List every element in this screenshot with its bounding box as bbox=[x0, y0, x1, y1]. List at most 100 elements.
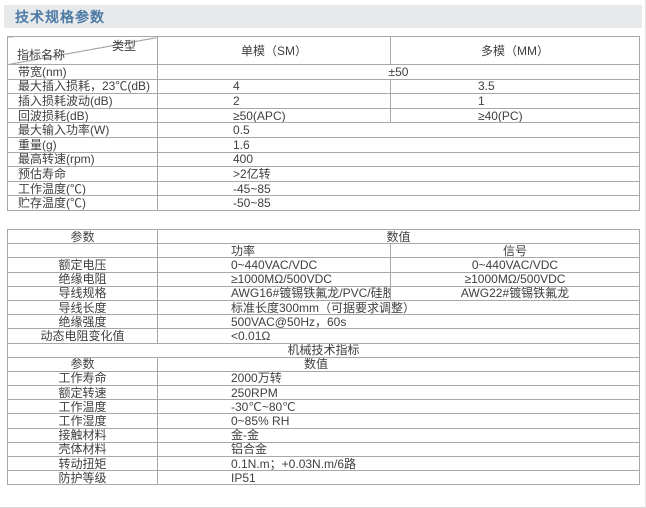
value-cell: >2亿转 bbox=[157, 166, 640, 182]
row-label: 动态电阻变化值 bbox=[7, 328, 158, 344]
table-row: 工作寿命 2000万转 bbox=[7, 370, 641, 387]
row-label: 额定转速 bbox=[7, 385, 158, 401]
table-row: 绝缘强度 500VAC@50Hz，60s bbox=[7, 314, 641, 330]
table-row: 最高转速(rpm) 400 bbox=[7, 151, 640, 168]
value-cell: ±50 bbox=[157, 64, 640, 80]
value-cell-mm: 1 bbox=[390, 93, 640, 109]
row-label: 绝缘强度 bbox=[7, 314, 158, 330]
table-row: 接触材料 金-金 bbox=[7, 427, 641, 443]
table-row: 绝缘电阻 ≥1000MΩ/500VDC ≥1000MΩ/500VDC bbox=[7, 271, 641, 287]
value-cell-mm: 3.5 bbox=[390, 78, 640, 95]
optical-spec-table: 指标名称 类型 单模（SM） 多模（MM） 带宽(nm) ±50 最大插入损耗，… bbox=[7, 36, 640, 211]
row-label: 工作温度(℃) bbox=[7, 180, 158, 197]
mechanical-section-title: 机械技术指标 bbox=[6, 342, 641, 358]
value-cell: -30℃~80℃ bbox=[156, 399, 641, 415]
table-header-row: 参数 数值 bbox=[7, 228, 641, 245]
value-cell: 标准长度300mm（可据要求调整） bbox=[156, 299, 641, 316]
table-row: 带宽(nm) ±50 bbox=[7, 64, 640, 80]
row-label: 导线规格 bbox=[7, 285, 158, 301]
row-label: 防护等级 bbox=[7, 470, 158, 486]
table-row: 防护等级 IP51 bbox=[7, 470, 641, 486]
row-label: 最高转速(rpm) bbox=[7, 151, 158, 168]
table-row: 工作温度(℃) -45~85 bbox=[7, 180, 640, 197]
electrical-spec-table: 参数 数值 功率 信号 额定电压 0~440VAC/VDC 0~440VAC/V… bbox=[6, 228, 641, 486]
value-cell: 0.5 bbox=[157, 122, 640, 138]
table-row: 导线规格 AWG16#镀锡铁氟龙/PVC/硅胶 AWG22#镀锡铁氟龙 bbox=[7, 285, 641, 301]
table-header-row: 指标名称 类型 单模（SM） 多模（MM） bbox=[7, 36, 640, 65]
row-label: 工作湿度 bbox=[7, 413, 158, 429]
table-row: 预估寿命 >2亿转 bbox=[7, 166, 640, 182]
value-cell: 0.1N.m；+0.03N.m/6路 bbox=[156, 455, 641, 472]
value-cell: 1.6 bbox=[157, 136, 640, 153]
table-row: 最大插入损耗，23℃(dB) 4 3.5 bbox=[7, 78, 640, 95]
value-cell: 金-金 bbox=[156, 427, 641, 443]
subheader-power: 功率 bbox=[157, 243, 391, 259]
header-param: 参数 bbox=[7, 228, 158, 245]
value-cell-power: ≥1000MΩ/500VDC bbox=[157, 271, 391, 287]
value-cell: 250RPM bbox=[156, 385, 641, 401]
row-label: 回波损耗(dB) bbox=[7, 107, 158, 124]
table-row: 额定电压 0~440VAC/VDC 0~440VAC/VDC bbox=[7, 257, 641, 273]
value-cell-power: 0~440VAC/VDC bbox=[157, 257, 391, 273]
row-label: 重量(g) bbox=[7, 136, 158, 153]
value-cell: <0.01Ω bbox=[156, 328, 641, 344]
header-value: 数值 bbox=[156, 228, 641, 245]
table-row: 导线长度 标准长度300mm（可据要求调整） bbox=[7, 299, 641, 316]
table-row: 贮存温度(℃) -50~85 bbox=[7, 195, 640, 211]
table-row: 工作温度 -30℃~80℃ bbox=[7, 399, 641, 415]
table-subheader-row: 功率 信号 bbox=[7, 243, 641, 259]
diagonal-header-cell: 指标名称 类型 bbox=[7, 36, 158, 65]
value-cell-sm: 4 bbox=[157, 78, 391, 95]
table-row: 额定转速 250RPM bbox=[7, 385, 641, 401]
section-title-band: 技术规格参数 bbox=[4, 5, 642, 28]
value-cell: 铝合金 bbox=[156, 441, 641, 458]
corner-label-type: 类型 bbox=[111, 39, 136, 53]
column-header-mm: 多模（MM） bbox=[390, 36, 640, 65]
value-cell: 400 bbox=[157, 151, 640, 168]
table-row: 重量(g) 1.6 bbox=[7, 136, 640, 153]
mech-header-param: 参数 bbox=[7, 356, 158, 372]
row-label: 绝缘电阻 bbox=[7, 271, 158, 287]
page-title: 技术规格参数 bbox=[15, 8, 105, 25]
row-label: 预估寿命 bbox=[7, 166, 158, 182]
value-cell: 500VAC@50Hz，60s bbox=[156, 314, 641, 330]
table-row: 最大输入功率(W) 0.5 bbox=[7, 122, 640, 138]
value-cell: -45~85 bbox=[157, 180, 640, 197]
column-header-sm: 单模（SM） bbox=[157, 36, 391, 65]
corner-label-indicator: 指标名称 bbox=[17, 48, 66, 62]
table-header-row: 参数 数值 bbox=[7, 356, 641, 372]
value-cell-signal: AWG22#镀锡铁氟龙 bbox=[389, 285, 641, 301]
row-label: 贮存温度(℃) bbox=[7, 195, 158, 211]
value-cell-signal: ≥1000MΩ/500VDC bbox=[389, 271, 641, 287]
row-label: 工作寿命 bbox=[7, 370, 158, 387]
value-cell: 0~85% RH bbox=[156, 413, 641, 429]
empty-cell bbox=[7, 243, 158, 259]
table-row: 回波损耗(dB) ≥50(APC) ≥40(PC) bbox=[7, 107, 640, 124]
row-label: 插入损耗波动(dB) bbox=[7, 93, 158, 109]
value-cell-power: AWG16#镀锡铁氟龙/PVC/硅胶 bbox=[157, 285, 391, 301]
row-label: 接触材料 bbox=[7, 427, 158, 443]
row-label: 导线长度 bbox=[7, 299, 158, 316]
value-cell: IP51 bbox=[156, 470, 641, 486]
row-label: 壳体材料 bbox=[7, 441, 158, 458]
row-label: 最大插入损耗，23℃(dB) bbox=[7, 78, 158, 95]
value-cell-signal: 0~440VAC/VDC bbox=[389, 257, 641, 273]
value-cell: 2000万转 bbox=[156, 370, 641, 387]
table-row: 插入损耗波动(dB) 2 1 bbox=[7, 93, 640, 109]
table-row: 壳体材料 铝合金 bbox=[7, 441, 641, 458]
row-label: 转动扭矩 bbox=[7, 455, 158, 472]
mech-header-value: 数值 bbox=[156, 356, 641, 372]
value-cell-sm: ≥50(APC) bbox=[157, 107, 391, 124]
subheader-signal: 信号 bbox=[389, 243, 641, 259]
table-row: 转动扭矩 0.1N.m；+0.03N.m/6路 bbox=[7, 455, 641, 472]
row-label: 额定电压 bbox=[7, 257, 158, 273]
value-cell-mm: ≥40(PC) bbox=[390, 107, 640, 124]
value-cell: -50~85 bbox=[157, 195, 640, 211]
table-row: 工作湿度 0~85% RH bbox=[7, 413, 641, 429]
row-label: 最大输入功率(W) bbox=[7, 122, 158, 138]
row-label: 工作温度 bbox=[7, 399, 158, 415]
section-title-row: 机械技术指标 bbox=[6, 342, 641, 358]
row-label: 带宽(nm) bbox=[7, 64, 158, 80]
value-cell-sm: 2 bbox=[157, 93, 391, 109]
